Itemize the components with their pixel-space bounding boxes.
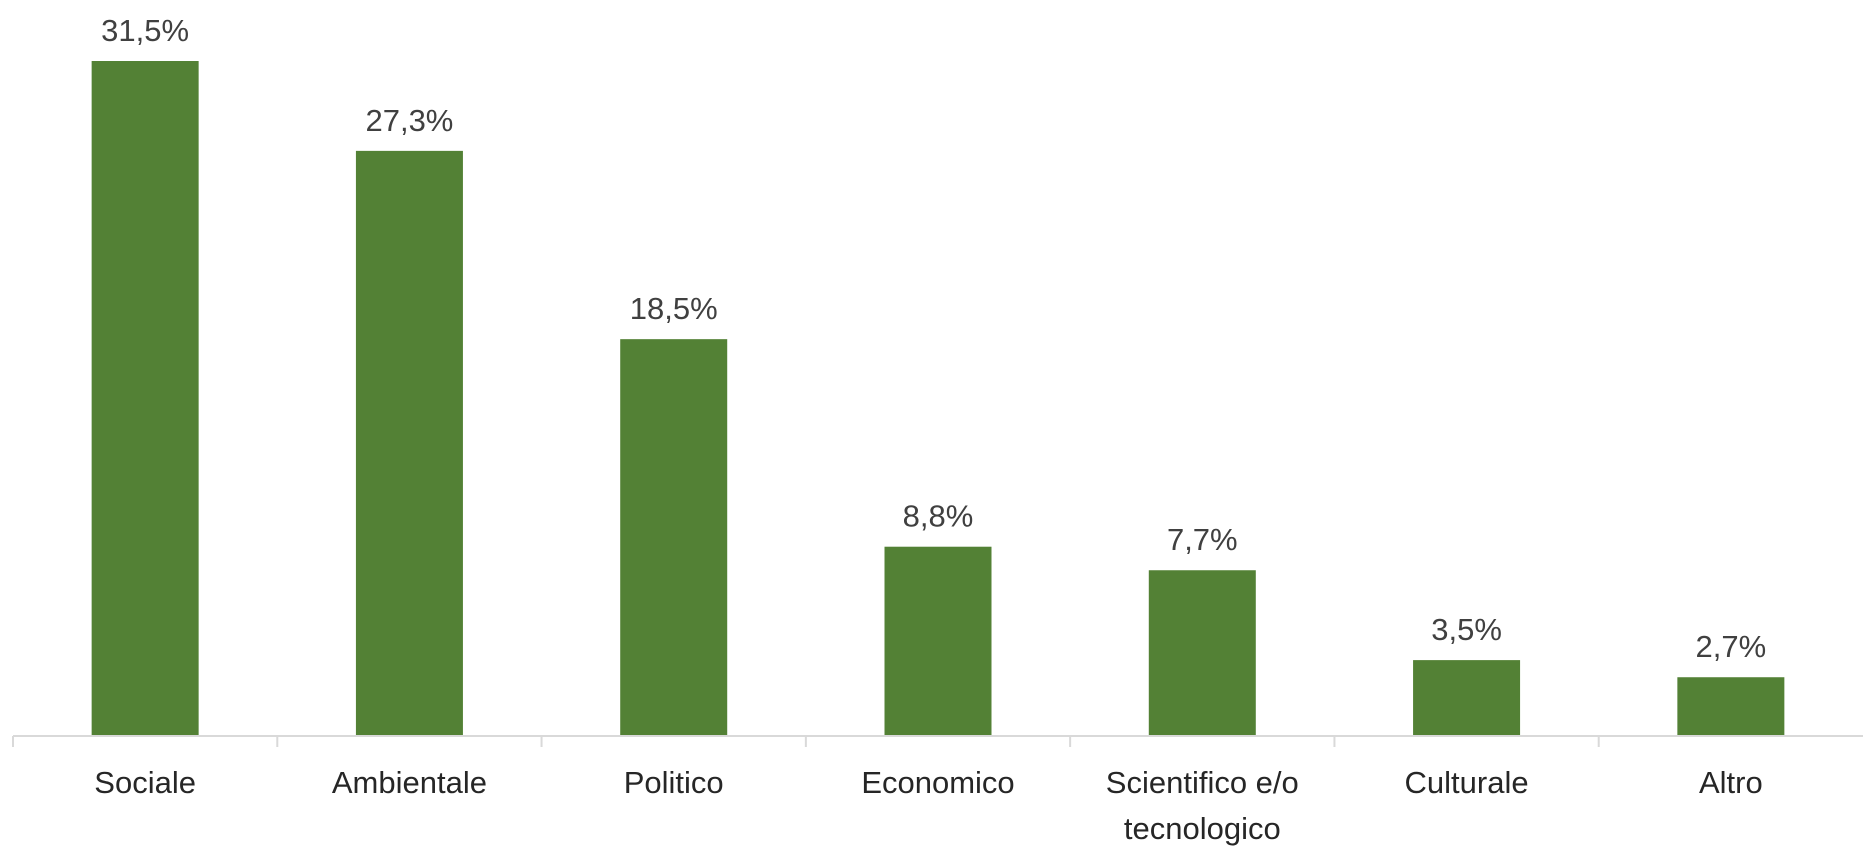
data-label-3: 18,5% — [630, 291, 718, 326]
x-axis — [12, 735, 1863, 747]
x-tick-label-4: Economico — [861, 765, 1014, 800]
bar-1 — [91, 61, 199, 735]
bars-group — [91, 61, 1785, 735]
value-labels-group: 31,5% 27,3% 18,5% 8,8% 7,7% 3,5% 2,7% — [101, 13, 1766, 664]
data-label-4: 8,8% — [903, 499, 974, 534]
x-tick-label-6: Culturale — [1405, 765, 1529, 800]
bar-2 — [355, 150, 463, 735]
bar-6 — [1413, 660, 1521, 735]
data-label-7: 2,7% — [1696, 629, 1767, 664]
data-label-1: 31,5% — [101, 13, 189, 48]
x-tick-label-5: Scientifico e/o tecnologico — [1106, 765, 1299, 846]
data-label-6: 3,5% — [1431, 612, 1502, 647]
data-label-5: 7,7% — [1167, 522, 1238, 557]
x-tick-label-2: Ambientale — [332, 765, 487, 800]
bar-4 — [884, 546, 992, 735]
bar-5 — [1148, 570, 1256, 735]
x-tick-label-3: Politico — [624, 765, 724, 800]
data-label-2: 27,3% — [365, 103, 453, 138]
x-tick-label-1: Sociale — [94, 765, 196, 800]
x-tick-label-7: Altro — [1699, 765, 1763, 800]
x-tick-labels-group: Sociale Ambientale Politico Economico Scient… — [94, 765, 1762, 846]
bar-7 — [1677, 677, 1785, 735]
bar-3 — [620, 339, 728, 735]
